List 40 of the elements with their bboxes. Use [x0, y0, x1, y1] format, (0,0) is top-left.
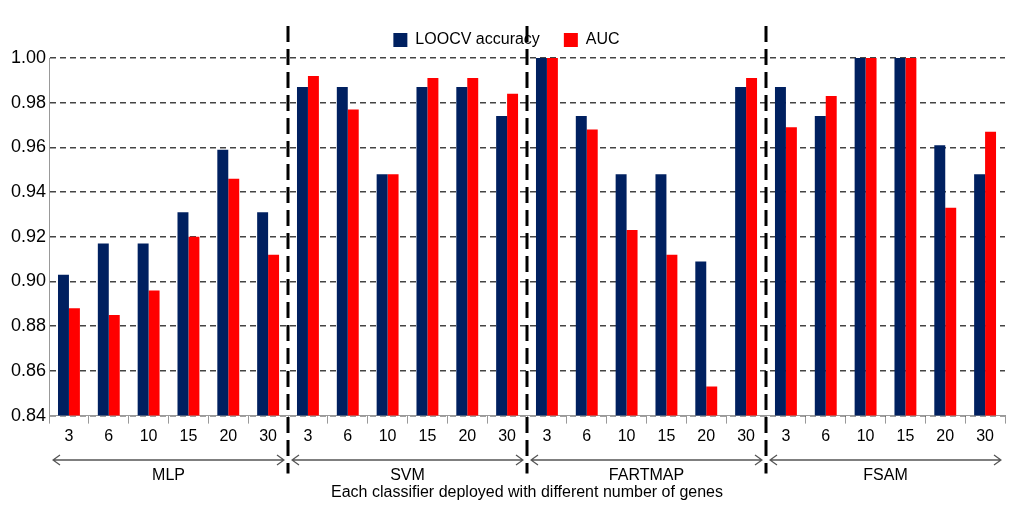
x-tick-label: 3 [303, 426, 313, 444]
x-tick-label: 15 [418, 426, 437, 444]
x-axis-title: Each classifier deployed with different number of genes [331, 482, 723, 500]
x-tick-label: 30 [498, 426, 517, 444]
y-tick-label: 0.88 [10, 315, 47, 336]
x-tick-label: 6 [582, 426, 592, 444]
x-tick-label: 6 [821, 426, 831, 444]
y-tick-label: 0.92 [10, 225, 47, 246]
x-tick-label: 30 [976, 426, 995, 444]
y-tick-label: 1.00 [10, 46, 47, 67]
y-tick-label: 0.96 [10, 136, 47, 157]
x-tick-label: 6 [343, 426, 353, 444]
y-tick-label: 0.86 [10, 359, 47, 380]
x-tick-label: 20 [697, 426, 716, 444]
x-tick-label: 3 [781, 426, 791, 444]
x-tick-label: 3 [64, 426, 74, 444]
x-tick-label: 6 [104, 426, 114, 444]
x-tick-label: 15 [896, 426, 915, 444]
x-tick-label: 10 [856, 426, 875, 444]
y-tick-label: 0.84 [10, 404, 47, 425]
x-tick-label: 10 [378, 426, 397, 444]
x-tick-label: 20 [458, 426, 477, 444]
legend-label: LOOCV accuracy [415, 30, 540, 48]
y-tick-label: 0.90 [10, 270, 47, 291]
x-tick-label: 15 [179, 426, 198, 444]
x-tick-label: 10 [139, 426, 158, 444]
text: FSAM [863, 466, 908, 484]
text: SVM [390, 466, 425, 484]
x-tick-label: 10 [617, 426, 636, 444]
legend-label: AUC [585, 30, 620, 48]
x-tick-label: 3 [542, 426, 552, 444]
x-tick-label: 20 [219, 426, 238, 444]
x-tick-label: 15 [657, 426, 676, 444]
x-tick-label: 30 [259, 426, 278, 444]
x-tick-label: 20 [936, 426, 955, 444]
y-tick-label: 0.98 [10, 91, 47, 112]
text: MLP [152, 466, 185, 484]
y-tick-label: 0.94 [10, 181, 47, 202]
x-tick-label: 30 [737, 426, 756, 444]
text: FARTMAP [608, 466, 685, 484]
